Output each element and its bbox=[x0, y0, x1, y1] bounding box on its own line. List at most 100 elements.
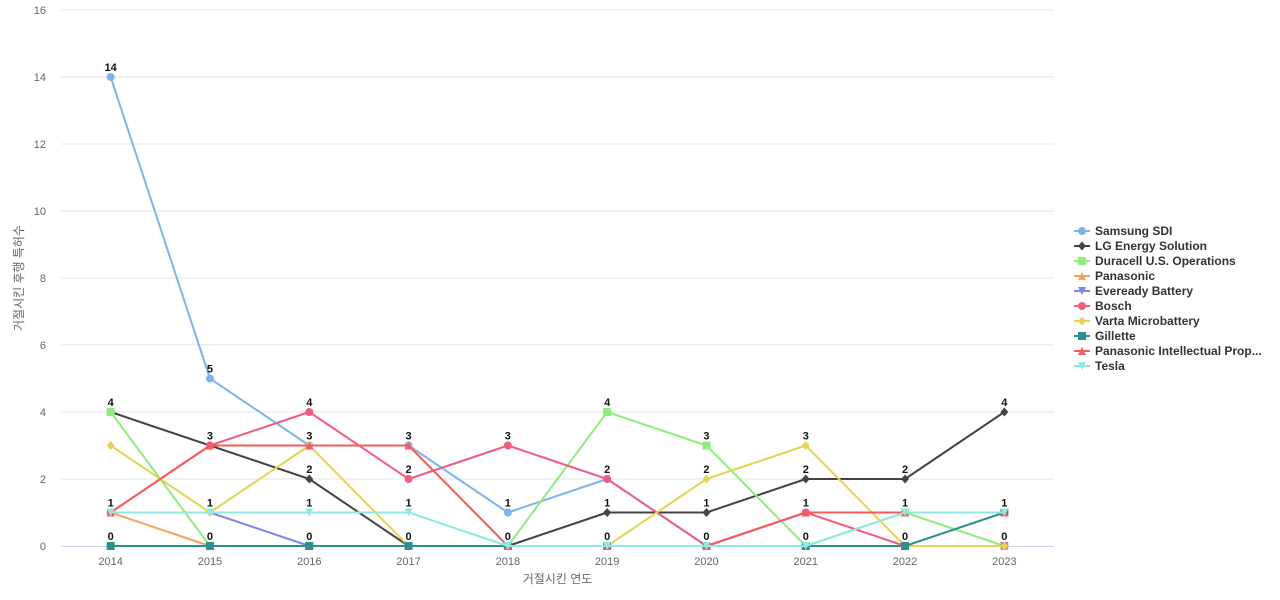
y-tick-label: 2 bbox=[40, 474, 46, 486]
data-label: 0 bbox=[405, 531, 411, 543]
data-label: 1 bbox=[306, 498, 312, 510]
data-label: 0 bbox=[604, 531, 610, 543]
x-tick-label: 2016 bbox=[297, 556, 321, 568]
data-point bbox=[106, 73, 115, 81]
legend-item: Eveready Battery bbox=[1074, 284, 1193, 298]
y-tick-label: 14 bbox=[34, 72, 46, 84]
x-axis-ticks: 2014 2015 2016 2017 2018 2019 2020 2021 2022 2023 bbox=[98, 556, 1016, 568]
data-point bbox=[404, 542, 413, 550]
legend-item: Samsung SDI bbox=[1074, 224, 1172, 238]
data-point bbox=[106, 408, 115, 416]
legend-label: Varta Microbattery bbox=[1095, 314, 1200, 328]
series-line bbox=[110, 411, 1005, 547]
data-point bbox=[305, 408, 314, 416]
data-point bbox=[205, 542, 214, 550]
data-label: 4 bbox=[1001, 397, 1008, 409]
data-point bbox=[503, 542, 512, 550]
grid-lines bbox=[61, 9, 1054, 480]
y-tick-label: 10 bbox=[34, 206, 46, 218]
legend-label: Panasonic Intellectual Prop... bbox=[1095, 344, 1262, 358]
x-tick-label: 2022 bbox=[893, 556, 917, 568]
legend-marker bbox=[1078, 227, 1086, 235]
data-label: 4 bbox=[108, 397, 115, 409]
data-point bbox=[901, 508, 910, 517]
y-tick-label: 6 bbox=[40, 340, 46, 352]
data-label: 1 bbox=[1001, 498, 1007, 510]
data-point bbox=[1000, 541, 1009, 551]
series-line bbox=[110, 511, 1005, 547]
data-label: 2 bbox=[306, 464, 312, 476]
x-tick-label: 2023 bbox=[992, 556, 1016, 568]
data-label: 0 bbox=[1001, 531, 1007, 543]
data-label: 0 bbox=[108, 531, 114, 543]
legend-label: Samsung SDI bbox=[1095, 224, 1172, 238]
legend-item: Duracell U.S. Operations bbox=[1074, 254, 1236, 268]
legend-label: Panasonic bbox=[1095, 269, 1155, 283]
legend-item: Panasonic bbox=[1074, 269, 1155, 283]
x-tick-label: 2020 bbox=[694, 556, 718, 568]
series-line bbox=[109, 76, 1005, 547]
data-label: 3 bbox=[505, 431, 511, 443]
data-label: 4 bbox=[306, 397, 313, 409]
legend-marker bbox=[1078, 347, 1086, 355]
data-label: 1 bbox=[703, 498, 709, 510]
data-point bbox=[503, 441, 512, 450]
x-tick-label: 2021 bbox=[794, 556, 818, 568]
legend-label: Duracell U.S. Operations bbox=[1095, 254, 1236, 268]
legend-marker bbox=[1078, 257, 1086, 265]
x-tick-label: 2019 bbox=[595, 556, 619, 568]
data-label: 1 bbox=[108, 498, 114, 510]
data-point bbox=[1000, 508, 1009, 517]
x-tick-label: 2017 bbox=[396, 556, 420, 568]
legend-item: Gillette bbox=[1074, 329, 1136, 343]
data-point bbox=[801, 508, 810, 517]
data-label: 3 bbox=[703, 431, 709, 443]
data-point bbox=[305, 508, 314, 517]
data-point bbox=[603, 408, 612, 416]
legend-label: Gillette bbox=[1095, 329, 1136, 343]
data-labels: 14 4 1 0 5 3 1 0 4 3 2 1 0 3 2 1 0 3 1 0 4 2 1 0 3 2 1 0 3 2 1 0 2 1 0 4 1 0 bbox=[105, 62, 1009, 543]
data-point bbox=[901, 542, 910, 550]
legend-item: Bosch bbox=[1074, 299, 1132, 313]
data-point bbox=[205, 374, 214, 383]
data-point bbox=[801, 441, 810, 450]
data-label: 2 bbox=[803, 464, 809, 476]
data-point bbox=[106, 441, 115, 450]
legend-label: Bosch bbox=[1095, 299, 1132, 313]
data-label: 0 bbox=[207, 531, 213, 543]
legend-item: Panasonic Intellectual Prop... bbox=[1074, 344, 1262, 358]
data-label: 1 bbox=[902, 498, 908, 510]
data-point bbox=[404, 508, 413, 517]
data-point bbox=[205, 441, 214, 450]
data-label: 1 bbox=[405, 498, 411, 510]
legend-item: LG Energy Solution bbox=[1074, 239, 1207, 253]
data-label: 1 bbox=[803, 498, 809, 510]
data-label: 2 bbox=[703, 464, 709, 476]
data-point bbox=[603, 542, 612, 550]
data-point bbox=[305, 474, 314, 484]
legend-marker bbox=[1078, 287, 1086, 295]
series-tesla bbox=[106, 508, 1009, 550]
legend-marker bbox=[1078, 332, 1086, 340]
legend-label: LG Energy Solution bbox=[1095, 239, 1207, 253]
x-tick-label: 2014 bbox=[98, 556, 122, 568]
legend-label: Tesla bbox=[1095, 359, 1125, 373]
x-tick-label: 2018 bbox=[496, 556, 520, 568]
y-tick-label: 16 bbox=[34, 5, 46, 17]
data-label: 3 bbox=[207, 431, 213, 443]
data-label: 4 bbox=[604, 397, 611, 409]
legend-item: Tesla bbox=[1074, 359, 1125, 373]
legend-marker bbox=[1078, 272, 1086, 280]
data-label: 1 bbox=[207, 498, 213, 510]
y-tick-label: 0 bbox=[40, 541, 46, 553]
data-label: 0 bbox=[505, 531, 511, 543]
data-point bbox=[702, 441, 711, 450]
x-axis-title: 거절시킨 연도 bbox=[523, 572, 593, 586]
data-point bbox=[404, 475, 413, 483]
y-axis-ticks: 0 2 4 6 8 10 12 14 16 bbox=[34, 5, 46, 553]
y-tick-label: 4 bbox=[40, 407, 46, 419]
data-point bbox=[702, 508, 711, 517]
x-tick-label: 2015 bbox=[198, 556, 222, 568]
